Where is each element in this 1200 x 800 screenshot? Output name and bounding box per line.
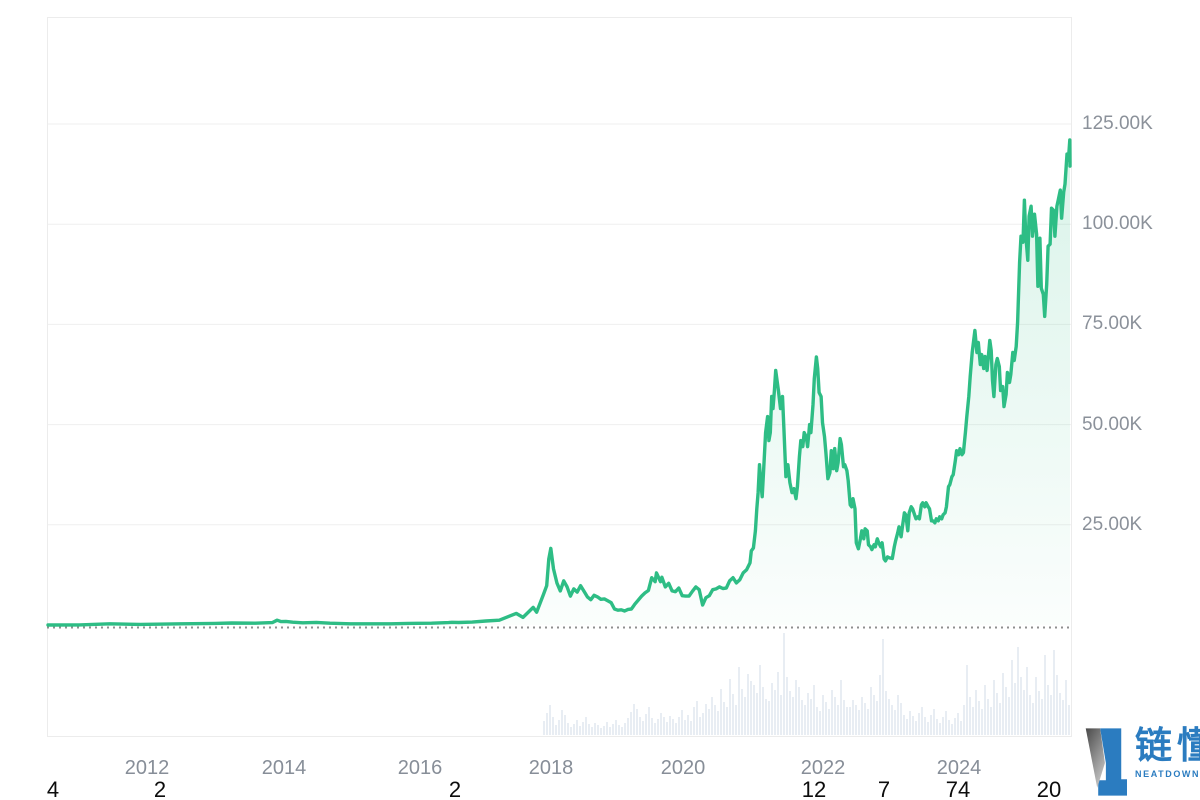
plot-border — [47, 17, 1072, 737]
y-axis-tick-label: 50.00K — [1082, 413, 1143, 435]
overlay-number: 2 — [153, 777, 167, 800]
horizontal-gridlines — [47, 123, 1072, 526]
overlay-number: 4 — [46, 777, 60, 800]
x-axis-tick-label: 2012 — [124, 757, 170, 779]
x-axis-tick-label: 2018 — [528, 757, 574, 779]
brand-name-chinese: 链懂 — [1135, 725, 1200, 766]
y-axis-tick-label: 25.00K — [1082, 513, 1143, 535]
y-axis-tick-label: 75.00K — [1082, 313, 1143, 335]
overlay-number: 20 — [1036, 777, 1062, 800]
x-axis-tick-label: 2022 — [800, 757, 846, 779]
price-area-fill — [48, 140, 1070, 625]
price-line-series — [46, 138, 1072, 627]
neatdown-watermark-link[interactable]: 链懂 NEATDOWN.COM — [1079, 726, 1200, 798]
overlay-number: 12 — [801, 777, 827, 800]
x-axis-tick-label: 2020 — [660, 757, 706, 779]
logo-letter-l-blue — [1098, 728, 1127, 796]
x-axis-tick-label: 2016 — [397, 757, 443, 779]
overlay-number: 2 — [448, 777, 462, 800]
y-axis-tick-label: 125.00K — [1082, 113, 1153, 134]
y-axis-tick-label: 100.00K — [1082, 213, 1153, 235]
brand-domain: NEATDOWN.COM — [1135, 769, 1200, 779]
overlay-number: 74 — [945, 777, 971, 800]
x-axis-tick-label: 2024 — [936, 757, 982, 779]
x-axis-tick-label: 2014 — [261, 757, 307, 779]
volume-bars — [543, 633, 1070, 735]
logo-gray-wedge — [1085, 728, 1105, 788]
overlay-number: 7 — [877, 777, 891, 800]
neatdown-logo-icon — [1085, 728, 1127, 796]
